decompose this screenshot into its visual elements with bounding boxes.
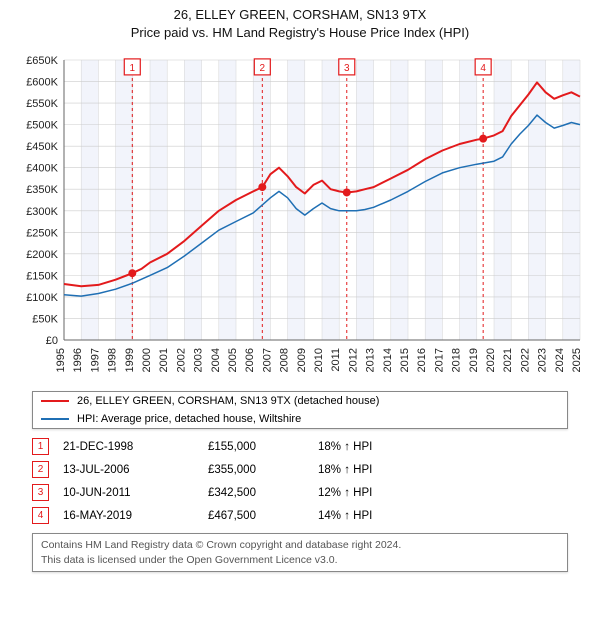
sale-id-box: 1 xyxy=(32,438,49,455)
alt-band xyxy=(150,60,167,340)
x-axis-label: 2002 xyxy=(175,348,187,372)
alt-band xyxy=(460,60,477,340)
sale-diff: 18% ↑ HPI xyxy=(318,441,428,453)
x-axis-label: 2007 xyxy=(261,348,273,372)
sale-price: £342,500 xyxy=(208,487,318,499)
sale-marker-number: 4 xyxy=(480,63,486,74)
x-axis-label: 2000 xyxy=(141,348,153,372)
y-axis-label: £650K xyxy=(26,55,58,67)
y-axis-label: £250K xyxy=(26,228,58,240)
x-axis-label: 2023 xyxy=(537,348,549,372)
x-axis-label: 2012 xyxy=(347,348,359,372)
x-axis-label: 1997 xyxy=(89,348,101,372)
x-axis-label: 2019 xyxy=(468,348,480,372)
x-axis-label: 2024 xyxy=(554,348,566,372)
sale-marker-number: 3 xyxy=(344,63,350,74)
title-line-2: Price paid vs. HM Land Registry's House … xyxy=(0,24,600,42)
alt-band xyxy=(494,60,511,340)
alt-band xyxy=(425,60,442,340)
x-axis-label: 2014 xyxy=(382,348,394,372)
x-axis-label: 2015 xyxy=(399,348,411,372)
sale-row: 3 10-JUN-2011£342,50012% ↑ HPI xyxy=(32,481,568,504)
y-axis-label: £600K xyxy=(26,77,58,89)
y-axis-label: £350K xyxy=(26,185,58,197)
y-axis-label: £100K xyxy=(26,292,58,304)
sale-id-box: 2 xyxy=(32,461,49,478)
sale-row: 2 13-JUL-2006£355,00018% ↑ HPI xyxy=(32,458,568,481)
x-axis-label: 2006 xyxy=(244,348,256,372)
x-axis-label: 2003 xyxy=(193,348,205,372)
x-axis-label: 2018 xyxy=(451,348,463,372)
x-axis-label: 1995 xyxy=(55,348,67,372)
x-axis-label: 2020 xyxy=(485,348,497,372)
legend-item: 26, ELLEY GREEN, CORSHAM, SN13 9TX (deta… xyxy=(33,392,567,410)
y-axis-label: £200K xyxy=(26,249,58,261)
y-axis-label: £50K xyxy=(32,314,58,326)
chart-area: £0 £50K £100K £150K £200K £250K £300K £350K £400… xyxy=(10,50,590,385)
sale-date: 21-DEC-1998 xyxy=(63,441,208,453)
sale-date: 16-MAY-2019 xyxy=(63,510,208,522)
alt-band xyxy=(116,60,133,340)
alt-band xyxy=(528,60,545,340)
x-axis-label: 2004 xyxy=(210,348,222,372)
alt-band xyxy=(219,60,236,340)
sale-diff: 18% ↑ HPI xyxy=(318,464,428,476)
x-axis-label: 2017 xyxy=(433,348,445,372)
sale-row: 4 16-MAY-2019£467,50014% ↑ HPI xyxy=(32,504,568,527)
footer-line-2: This data is licensed under the Open Gov… xyxy=(41,553,559,567)
title-line-1: 26, ELLEY GREEN, CORSHAM, SN13 9TX xyxy=(0,6,600,24)
title-block: 26, ELLEY GREEN, CORSHAM, SN13 9TX Price… xyxy=(0,0,600,42)
legend-swatch xyxy=(41,400,69,402)
x-axis-label: 2001 xyxy=(158,348,170,372)
sale-row: 1 21-DEC-1998£155,00018% ↑ HPI xyxy=(32,435,568,458)
price-chart: £0 £50K £100K £150K £200K £250K £300K £350K £400… xyxy=(10,50,590,380)
x-axis-label: 2011 xyxy=(330,348,342,372)
alt-band xyxy=(356,60,373,340)
x-axis-label: 2005 xyxy=(227,348,239,372)
x-axis-label: 2022 xyxy=(519,348,531,372)
x-axis-label: 2010 xyxy=(313,348,325,372)
x-axis-label: 2008 xyxy=(279,348,291,372)
sale-id-box: 3 xyxy=(32,484,49,501)
y-axis-label: £450K xyxy=(26,142,58,154)
sale-date: 13-JUL-2006 xyxy=(63,464,208,476)
sales-table: 1 21-DEC-1998£155,00018% ↑ HPI 2 13-JUL-200… xyxy=(32,435,568,527)
y-axis-label: £400K xyxy=(26,163,58,175)
sale-marker-number: 2 xyxy=(260,63,266,74)
x-axis-label: 2021 xyxy=(502,348,514,372)
footer-line-1: Contains HM Land Registry data © Crown c… xyxy=(41,538,559,552)
sale-marker-number: 1 xyxy=(130,63,136,74)
legend-swatch xyxy=(41,418,69,420)
sale-date: 10-JUN-2011 xyxy=(63,487,208,499)
y-axis-label: £150K xyxy=(26,271,58,283)
footer-attribution: Contains HM Land Registry data © Crown c… xyxy=(32,533,568,571)
x-axis-label: 2009 xyxy=(296,348,308,372)
x-axis-label: 2016 xyxy=(416,348,428,372)
x-axis-label: 1999 xyxy=(124,348,136,372)
y-axis-label: £300K xyxy=(26,206,58,218)
x-axis-label: 1996 xyxy=(72,348,84,372)
sale-id-box: 4 xyxy=(32,507,49,524)
y-axis-label: £0 xyxy=(46,335,58,347)
x-axis-label: 2025 xyxy=(571,348,583,372)
x-axis-label: 1998 xyxy=(107,348,119,372)
legend-label: 26, ELLEY GREEN, CORSHAM, SN13 9TX (deta… xyxy=(77,395,379,407)
sale-price: £467,500 xyxy=(208,510,318,522)
sale-diff: 14% ↑ HPI xyxy=(318,510,428,522)
alt-band xyxy=(81,60,98,340)
sale-diff: 12% ↑ HPI xyxy=(318,487,428,499)
y-axis-label: £500K xyxy=(26,120,58,132)
legend: 26, ELLEY GREEN, CORSHAM, SN13 9TX (deta… xyxy=(32,391,568,429)
page: 26, ELLEY GREEN, CORSHAM, SN13 9TX Price… xyxy=(0,0,600,620)
alt-band xyxy=(184,60,201,340)
alt-band xyxy=(563,60,580,340)
sale-price: £355,000 xyxy=(208,464,318,476)
legend-label: HPI: Average price, detached house, Wilt… xyxy=(77,413,301,425)
y-axis-label: £550K xyxy=(26,98,58,110)
legend-item: HPI: Average price, detached house, Wilt… xyxy=(33,410,567,428)
sale-price: £155,000 xyxy=(208,441,318,453)
alt-band xyxy=(391,60,408,340)
x-axis-label: 2013 xyxy=(365,348,377,372)
alt-band xyxy=(322,60,339,340)
